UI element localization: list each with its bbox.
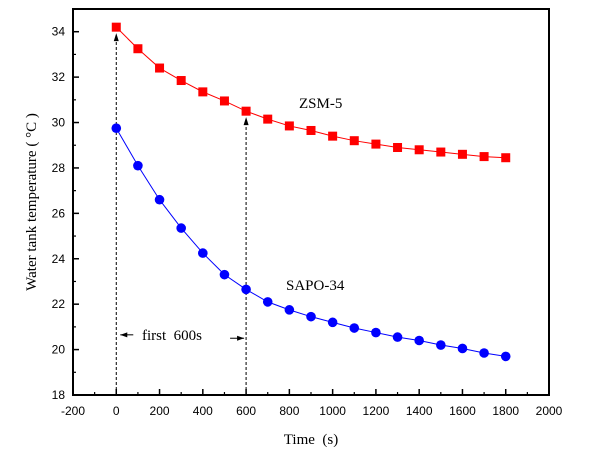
series-label-sapo34: SAPO-34 [286,278,345,294]
y-tick-label: 34 [52,25,66,39]
data-point-square [241,106,251,116]
data-point-square [133,44,143,54]
data-point-circle [219,269,230,280]
data-point-circle [176,223,186,233]
x-tick-label: 1000 [319,404,346,418]
data-point-square [198,87,208,97]
y-tick-label: 24 [52,252,66,266]
data-point-circle [500,351,511,362]
x-tick-label: 600 [236,404,256,418]
y-tick-label: 26 [52,206,66,220]
x-tick-label: 0 [113,404,120,418]
x-tick-label: 1200 [363,404,390,418]
data-point-circle [111,123,122,134]
data-point-square [155,63,165,73]
arrow-right-icon [237,335,245,341]
data-point-circle [262,297,273,307]
y-axis-label: Water tank temperature ( °C ) [24,113,40,291]
x-tick-label: 200 [150,404,170,418]
x-axis-label: Time (s) [284,432,338,448]
data-point-square [263,114,273,124]
data-point-square [436,147,446,157]
data-point-circle [198,248,208,258]
x-tick-label: 400 [193,404,213,418]
x-tick-label: 800 [279,404,299,418]
y-tick-label: 32 [52,70,66,84]
x-tick-label: 1800 [492,404,519,418]
data-point-circle [284,305,295,315]
x-tick-label: -200 [61,404,85,418]
data-point-square [414,145,424,155]
data-point-circle [371,327,381,338]
data-point-circle [414,335,424,346]
data-point-circle [241,284,251,295]
series-line-0 [115,26,506,159]
interval-label: first 600s [142,328,202,344]
data-point-circle [133,160,143,171]
data-point-square [349,136,359,146]
data-point-square [111,22,121,32]
data-point-circle [392,332,403,342]
data-point-circle [479,348,489,358]
data-point-square [306,125,316,135]
data-point-square [219,96,229,106]
data-point-square [176,76,186,86]
series-line-1 [115,127,506,357]
x-tick-label: 2000 [536,404,563,418]
data-point-square [479,152,489,162]
data-point-circle [349,323,360,333]
arrow-up-icon [243,117,249,126]
data-point-circle [154,194,165,205]
x-tick-label: 1400 [406,404,433,418]
data-point-square [371,139,381,149]
y-tick-label: 28 [52,161,66,175]
y-tick-label: 18 [52,388,66,402]
y-tick-label: 20 [52,343,66,357]
data-point-circle [306,311,316,322]
plot-frame [72,8,550,396]
data-point-circle [457,343,468,354]
arrow-left-icon [120,332,128,338]
data-point-square [393,143,403,153]
data-point-square [457,149,467,159]
x-tick-label: 1600 [449,404,476,418]
y-tick-label: 22 [52,297,66,311]
data-point-square [328,131,338,141]
data-point-square [284,121,294,131]
y-tick-label: 30 [52,116,66,130]
data-point-circle [327,317,338,328]
data-point-square [501,153,511,163]
series-label-zsm5: ZSM-5 [299,96,342,112]
arrow-up-icon [113,33,119,42]
data-point-circle [436,340,446,350]
